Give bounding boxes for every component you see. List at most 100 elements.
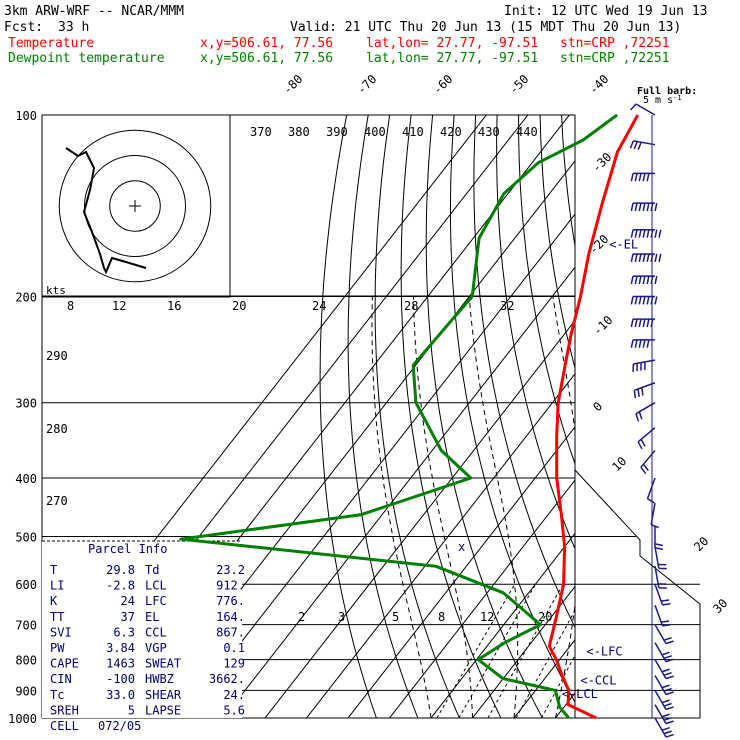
pressure-label-300: 300 — [15, 397, 37, 411]
barb-legend-value: 5 m s-1 — [643, 94, 682, 106]
isotherm-label: 30 — [710, 596, 730, 616]
barb-feather — [654, 296, 658, 305]
init-time: Init: 12 UTC Wed 19 Jun 13 — [504, 4, 708, 19]
parcel-value: 867. — [216, 625, 245, 639]
isotherm-label: -50 — [506, 72, 531, 97]
barb-feather — [641, 387, 644, 396]
theta-label: 380 — [288, 125, 310, 139]
parcel-value: 6.3 — [113, 625, 135, 639]
mixing-ratio-line — [487, 583, 564, 718]
barb-feather — [634, 296, 638, 305]
parcel-label: Tc — [50, 688, 64, 702]
isotherm-line — [629, 102, 740, 731]
barb-feather — [646, 202, 650, 212]
barb-feather — [650, 275, 654, 285]
parcel-label: SREH — [50, 703, 79, 717]
barb-feather — [630, 253, 634, 262]
pressure-label-1000: 1000 — [8, 712, 37, 726]
barb-feather — [646, 296, 650, 305]
wind-barb — [640, 449, 656, 475]
hodograph-trace — [65, 147, 147, 275]
moist-adiabat — [468, 296, 519, 718]
dry-adiabat — [561, 115, 575, 249]
barb-feather — [662, 603, 671, 606]
mixing-ratio-line — [541, 654, 575, 718]
dry-adiabat — [319, 115, 377, 718]
frame-skew-edge — [574, 469, 701, 718]
parcel-label: HWBZ — [145, 672, 174, 686]
temperature-legend: Temperature — [8, 36, 94, 51]
barb-staff — [646, 477, 656, 499]
parcel-label: Td — [145, 563, 159, 577]
hodo-speed-label: 24 — [312, 299, 326, 313]
barb-feather — [642, 229, 646, 238]
theta-left-label: 290 — [46, 349, 68, 363]
dry-adiabat — [374, 115, 460, 718]
wind-barb — [654, 659, 674, 680]
temperature-xy: x,y=506.61, 77.56 — [200, 36, 333, 51]
barb-feather — [654, 543, 663, 547]
barb-feather — [650, 296, 654, 305]
parcel-label: CIN — [50, 672, 72, 686]
theta-label: 410 — [402, 125, 424, 139]
model-title: 3km ARW-WRF -- NCAR/MMM — [4, 4, 184, 19]
parcel-value: -100 — [106, 672, 135, 686]
barb-feather — [663, 716, 672, 721]
barb-feather — [661, 651, 670, 656]
parcel-label: CCL — [145, 625, 167, 639]
barb-feather — [630, 339, 634, 348]
dry-adiabat — [400, 115, 502, 718]
wind-barb — [646, 477, 656, 504]
barb-feather — [642, 463, 649, 472]
wind-barb — [630, 229, 662, 238]
wind-barb — [654, 604, 671, 627]
barb-feather — [650, 202, 654, 212]
barb-feather — [663, 671, 672, 676]
parcel-label: SVI — [50, 625, 72, 639]
barb-feather — [663, 687, 672, 692]
wind-barb — [630, 275, 658, 285]
barb-feather — [646, 229, 650, 238]
parcel-label: VGP — [145, 641, 167, 655]
mixing-ratio-label: 12 — [480, 610, 494, 624]
barb-feather — [638, 229, 642, 238]
wind-barb — [630, 253, 662, 262]
theta-label: 430 — [478, 125, 500, 139]
fcst-value: 33 h — [58, 20, 89, 35]
barb-feather — [634, 173, 638, 182]
dry-adiabat — [648, 115, 740, 731]
isotherm-line — [222, 266, 575, 718]
pressure-label-900: 900 — [15, 684, 37, 698]
wind-barb — [630, 295, 658, 305]
profile-traces: <-EL <-LFC <-CCL<-LCL x — [179, 113, 640, 720]
wind-barb — [654, 566, 667, 589]
barb-feather — [665, 733, 674, 738]
hodo-speed-label: 16 — [167, 299, 181, 313]
wind-barb — [630, 339, 655, 348]
barb-feather — [661, 726, 670, 731]
barb-feather — [665, 658, 674, 663]
hodo-speed-label: 12 — [112, 299, 126, 313]
moist-adiabat — [412, 296, 473, 718]
pressure-label-600: 600 — [15, 578, 37, 592]
barb-feather — [663, 730, 672, 735]
parcel-value: 37 — [121, 610, 135, 624]
barb-feather — [654, 275, 658, 285]
barb-feather — [637, 388, 640, 397]
barb-feather — [634, 339, 638, 348]
isotherm-label: -80 — [280, 72, 305, 97]
barb-feather — [633, 390, 637, 399]
barb-feather — [634, 229, 638, 238]
mixing-ratio-label: 8 — [438, 610, 445, 624]
isotherm-label: 0 — [590, 399, 605, 414]
dewpoint-legend: Dewpoint temperature — [8, 51, 165, 66]
wind-barb — [654, 675, 674, 696]
parcel-value: 5.6 — [223, 703, 245, 717]
mixing-ratio-label: 20 — [538, 610, 552, 624]
barb-feather — [646, 318, 650, 328]
parcel-value: 29.8 — [106, 563, 135, 577]
barb-feather — [661, 668, 670, 673]
parcel-label: CELL — [50, 719, 79, 733]
wind-barbs — [629, 103, 674, 738]
